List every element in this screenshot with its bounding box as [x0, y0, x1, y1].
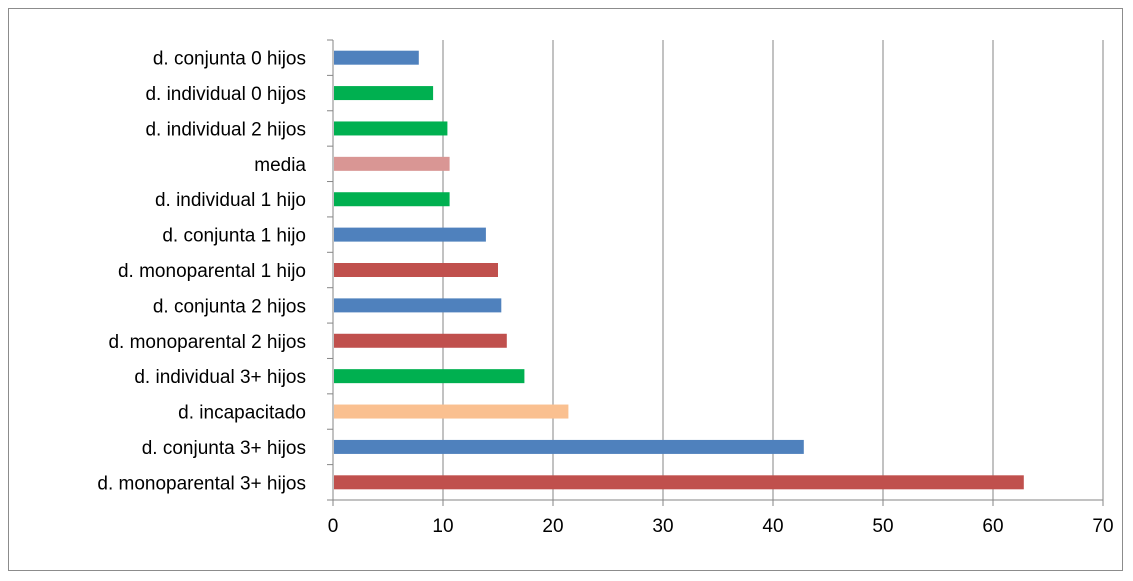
category-label: d. individual 1 hijo	[155, 190, 306, 211]
bar	[334, 263, 498, 277]
category-label: d. monoparental 2 hijos	[108, 332, 306, 353]
x-tick-label: 20	[542, 516, 563, 537]
x-tick-label: 10	[432, 516, 453, 537]
x-tick-label: 40	[762, 516, 783, 537]
x-tick-label: 50	[872, 516, 893, 537]
bar	[334, 192, 450, 207]
category-label: d. conjunta 2 hijos	[153, 296, 306, 317]
bar	[334, 86, 434, 101]
x-tick-labels: 0 10 20 30 40 50 60 70	[328, 516, 1114, 537]
category-label: d. conjunta 1 hijo	[162, 226, 306, 247]
category-label: d. monoparental 1 hijo	[118, 261, 306, 282]
category-label: d. incapacitado	[178, 403, 306, 424]
bar	[334, 333, 507, 348]
bars	[334, 50, 1024, 490]
bar	[334, 156, 450, 171]
axes	[327, 39, 1104, 506]
category-label: d. conjunta 3+ hijos	[142, 438, 306, 459]
category-label: d. individual 3+ hijos	[134, 367, 306, 388]
bar	[334, 404, 569, 419]
x-tick-label: 0	[328, 516, 339, 537]
category-label: d. individual 0 hijos	[145, 84, 306, 105]
category-label: d. individual 2 hijos	[145, 119, 306, 140]
bar	[334, 298, 502, 313]
bar	[334, 369, 525, 384]
x-tick-label: 60	[982, 516, 1003, 537]
x-tick-label: 70	[1092, 516, 1113, 537]
bar	[334, 439, 804, 454]
category-labels: d. conjunta 0 hijos d. individual 0 hijos…	[97, 49, 306, 495]
bar	[334, 475, 1024, 490]
category-label: d. conjunta 0 hijos	[153, 49, 306, 70]
category-label: media	[254, 155, 306, 176]
x-tick-label: 30	[652, 516, 673, 537]
gridlines	[442, 40, 1104, 500]
category-label: d. monoparental 3+ hijos	[97, 473, 306, 494]
bar	[334, 50, 419, 65]
bar	[334, 227, 486, 242]
bar	[334, 121, 448, 136]
